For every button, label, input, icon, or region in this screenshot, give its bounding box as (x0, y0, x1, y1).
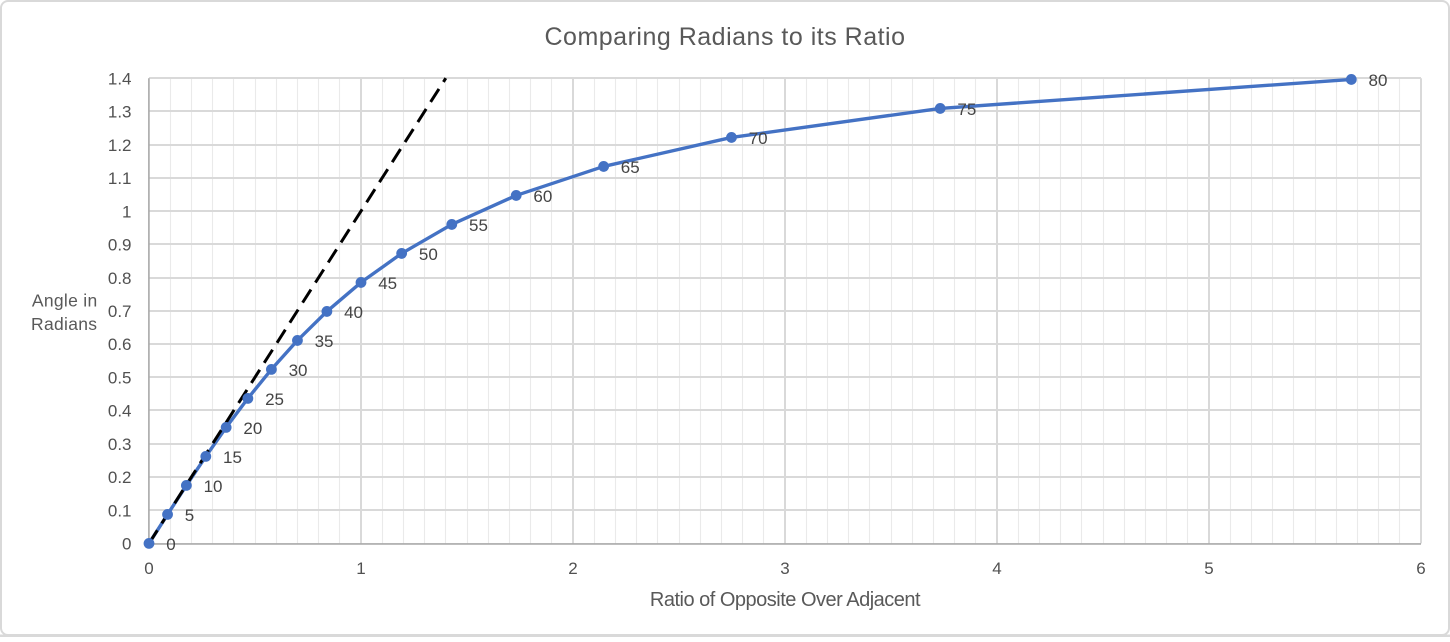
svg-text:80: 80 (1369, 71, 1388, 90)
svg-text:10: 10 (204, 477, 223, 496)
svg-text:55: 55 (469, 216, 488, 235)
svg-text:0.3: 0.3 (108, 435, 132, 454)
svg-text:1.1: 1.1 (108, 169, 132, 188)
svg-text:20: 20 (243, 419, 262, 438)
svg-text:0.2: 0.2 (108, 468, 132, 487)
svg-text:15: 15 (223, 448, 242, 467)
svg-text:45: 45 (378, 274, 397, 293)
svg-text:6: 6 (1416, 559, 1425, 578)
svg-text:2: 2 (568, 559, 577, 578)
svg-text:0: 0 (166, 535, 175, 554)
svg-text:0.6: 0.6 (108, 335, 132, 354)
svg-text:Angle in: Angle in (32, 291, 98, 311)
svg-text:0: 0 (122, 535, 131, 554)
svg-text:75: 75 (957, 100, 976, 119)
svg-text:40: 40 (344, 303, 363, 322)
svg-text:4: 4 (992, 559, 1001, 578)
svg-text:30: 30 (289, 361, 308, 380)
svg-text:5: 5 (1204, 559, 1213, 578)
svg-text:0.5: 0.5 (108, 369, 132, 388)
svg-text:Comparing Radians to its Ratio: Comparing Radians to its Ratio (545, 23, 906, 51)
svg-text:65: 65 (621, 158, 640, 177)
svg-text:35: 35 (315, 332, 334, 351)
svg-text:50: 50 (419, 245, 438, 264)
svg-text:0.7: 0.7 (108, 302, 132, 321)
svg-text:0.1: 0.1 (108, 501, 132, 520)
svg-text:1: 1 (122, 202, 131, 221)
svg-text:0.9: 0.9 (108, 236, 132, 255)
svg-text:70: 70 (749, 129, 768, 148)
svg-text:0: 0 (144, 559, 153, 578)
svg-text:Radians: Radians (31, 314, 97, 334)
svg-text:1.4: 1.4 (108, 69, 132, 88)
svg-text:0.8: 0.8 (108, 269, 132, 288)
svg-text:3: 3 (780, 559, 789, 578)
svg-text:60: 60 (533, 187, 552, 206)
svg-text:1: 1 (356, 559, 365, 578)
svg-text:1.2: 1.2 (108, 136, 132, 155)
svg-text:Ratio of Opposite Over Adjacen: Ratio of Opposite Over Adjacent (650, 589, 921, 611)
svg-text:5: 5 (185, 506, 194, 525)
svg-text:0.4: 0.4 (108, 402, 132, 421)
svg-text:1.3: 1.3 (108, 103, 132, 122)
svg-text:25: 25 (265, 390, 284, 409)
